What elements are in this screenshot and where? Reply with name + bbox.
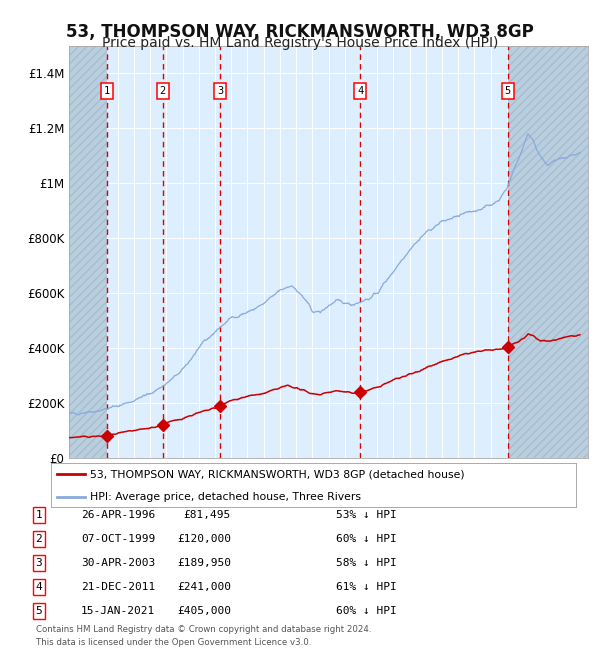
- Bar: [508, 46, 588, 458]
- Text: 3: 3: [217, 86, 223, 96]
- Text: 58% ↓ HPI: 58% ↓ HPI: [336, 558, 397, 568]
- Text: 21-DEC-2011: 21-DEC-2011: [81, 582, 155, 592]
- Text: £120,000: £120,000: [177, 534, 231, 544]
- Text: 53% ↓ HPI: 53% ↓ HPI: [336, 510, 397, 520]
- Text: Contains HM Land Registry data © Crown copyright and database right 2024.
This d: Contains HM Land Registry data © Crown c…: [36, 625, 371, 647]
- Text: 61% ↓ HPI: 61% ↓ HPI: [336, 582, 397, 592]
- Text: 2: 2: [35, 534, 43, 544]
- Text: HPI: Average price, detached house, Three Rivers: HPI: Average price, detached house, Thre…: [91, 492, 361, 502]
- Text: 5: 5: [35, 606, 43, 616]
- Text: 53, THOMPSON WAY, RICKMANSWORTH, WD3 8GP (detached house): 53, THOMPSON WAY, RICKMANSWORTH, WD3 8GP…: [91, 469, 465, 479]
- Text: £189,950: £189,950: [177, 558, 231, 568]
- Text: £81,495: £81,495: [184, 510, 231, 520]
- Text: £405,000: £405,000: [177, 606, 231, 616]
- Text: 07-OCT-1999: 07-OCT-1999: [81, 534, 155, 544]
- Text: 1: 1: [104, 86, 110, 96]
- Text: 4: 4: [35, 582, 43, 592]
- Text: 15-JAN-2021: 15-JAN-2021: [81, 606, 155, 616]
- Text: 1: 1: [35, 510, 43, 520]
- Text: 30-APR-2003: 30-APR-2003: [81, 558, 155, 568]
- Text: £241,000: £241,000: [177, 582, 231, 592]
- Text: 60% ↓ HPI: 60% ↓ HPI: [336, 606, 397, 616]
- Text: 60% ↓ HPI: 60% ↓ HPI: [336, 534, 397, 544]
- Text: 26-APR-1996: 26-APR-1996: [81, 510, 155, 520]
- Text: 2: 2: [160, 86, 166, 96]
- Text: 5: 5: [505, 86, 511, 96]
- Text: 4: 4: [358, 86, 364, 96]
- Text: Price paid vs. HM Land Registry's House Price Index (HPI): Price paid vs. HM Land Registry's House …: [102, 36, 498, 50]
- Bar: [69, 46, 107, 458]
- Text: 3: 3: [35, 558, 43, 568]
- Text: 53, THOMPSON WAY, RICKMANSWORTH, WD3 8GP: 53, THOMPSON WAY, RICKMANSWORTH, WD3 8GP: [66, 23, 534, 41]
